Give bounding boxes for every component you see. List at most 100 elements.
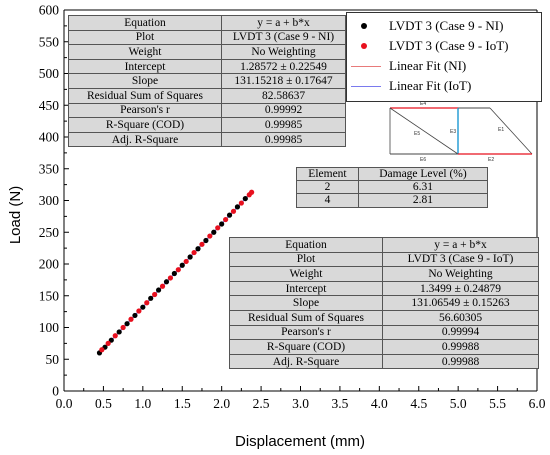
label-e4: E4 [420,101,426,107]
x-tick-label: 6.0 [529,396,546,411]
x-tick-label: 3.5 [331,396,348,411]
fit-iot-label: Adj. R-Square [229,353,383,370]
scatter-point [203,237,209,244]
label-e1: E1 [498,127,504,133]
scatter-point [242,195,248,202]
scatter-point [249,189,255,195]
fit-ni-value: 82.58637 [221,87,346,104]
fit-iot-row: Residual Sum of Squares 56.60305 [229,309,539,326]
scatter-point [140,304,146,310]
fit-iot-row: Intercept 1.3499 ± 0.24879 [229,280,539,297]
damage-header-element: Element [296,166,359,182]
y-axis-title: Load (N) [7,186,24,244]
scatter-point [219,221,225,227]
scatter-point [132,312,138,319]
fit-ni-value: LVDT 3 (Case 9 - NI) [221,29,346,46]
x-tick-label: 3.0 [292,396,309,411]
fit-iot-row: Adj. R-Square 0.99988 [229,353,539,370]
legend-marker-dot [361,23,367,29]
y-tick-label: 100 [39,320,60,335]
y-tick-label: 350 [39,161,60,176]
label-e3: E3 [450,129,456,135]
x-tick-label: 0.5 [95,396,112,411]
damage-element: 2 [296,180,359,195]
scatter-point [179,262,185,268]
scatter-point [195,246,201,252]
scatter-point [159,283,166,289]
fit-iot-value: 0.99994 [382,324,539,341]
fit-ni-label: Pearson's r [68,102,222,119]
legend: LVDT 3 (Case 9 - NI) LVDT 3 (Case 9 - IoT… [346,12,542,102]
scatter-point [136,308,142,314]
fit-iot-value: y = a + b*x [382,237,539,253]
scatter-point [175,267,181,273]
fit-ni-label: Intercept [68,58,222,75]
fit-iot-label: Slope [229,295,383,311]
fit-iot-label: Pearson's r [229,324,383,341]
data-points [96,189,255,356]
scatter-point [99,347,105,353]
x-tick-label: 5.5 [489,396,506,411]
y-tick-label: 250 [39,225,60,240]
y-tick-label: 0 [52,384,59,399]
y-tick-label: 550 [39,34,60,49]
damage-level: 2.81 [357,193,489,208]
damage-level: 6.31 [357,180,489,195]
fit-iot-label: Residual Sum of Squares [229,309,383,326]
fit-iot-row: Weight No Weighting [229,266,539,282]
label-e5: E5 [414,131,420,137]
fit-ni-row: Residual Sum of Squares 82.58637 [68,87,346,104]
x-axis-title: Displacement (mm) [235,433,365,450]
damage-level-table: Element Damage Level (%) 2 6.31 4 2.81 [296,166,489,208]
scatter-point [144,300,150,306]
scatter-point [152,291,158,298]
fit-iot-row: Slope 131.06549 ± 0.15263 [229,295,539,311]
scatter-point [211,229,217,235]
fit-iot-value: 1.3499 ± 0.24879 [382,280,539,297]
fit-statistics-table-ni: Equation y = a + b*x Plot LVDT 3 (Case 9 - … [68,15,346,148]
fit-ni-label: R-Square (COD) [68,117,222,133]
fit-ni-label: Plot [68,29,222,46]
x-tick-label: 4.0 [371,396,388,411]
scatter-point [215,225,221,231]
fit-ni-row: R-Square (COD) 0.99985 [68,117,346,133]
fit-ni-value: 0.99992 [221,102,346,119]
y-tick-label: 600 [39,3,60,18]
scatter-point [163,279,170,285]
truss-schematic: E4 E5 E3 E1 E6 E2 [389,101,533,163]
scatter-point [183,258,189,265]
x-tick-label: 1.0 [134,396,151,411]
fit-ni-row: Equation y = a + b*x [68,15,346,31]
fit-iot-value: LVDT 3 (Case 9 - IoT) [382,251,539,268]
fit-iot-label: Equation [229,237,383,253]
scatter-point [223,216,229,223]
scatter-point [234,204,241,210]
member-diagonal-right [489,107,533,155]
scatter-point [230,208,237,214]
x-tick-label: 4.5 [410,396,427,411]
fit-iot-label: Weight [229,266,383,282]
x-tick-label: 2.5 [253,396,270,411]
fit-ni-value: 131.15218 ± 0.17647 [221,73,346,89]
damage-row: 4 2.81 [296,193,489,208]
scatter-point [171,270,177,277]
fit-ni-label: Residual Sum of Squares [68,87,222,104]
fit-ni-value: 0.99985 [221,117,346,133]
y-tick-label: 500 [39,66,60,81]
scatter-point [105,340,111,346]
fit-iot-row: R-Square (COD) 0.99988 [229,339,539,355]
fit-ni-row: Intercept 1.28572 ± 0.22549 [68,58,346,75]
fit-statistics-table-iot: Equation y = a + b*x Plot LVDT 3 (Case 9 - … [229,237,539,370]
label-e2: E2 [488,157,494,163]
scatter-point [120,324,126,331]
scatter-point [112,333,118,339]
scatter-point [226,212,233,218]
fit-ni-row: Adj. R-Square 0.99985 [68,131,346,148]
legend-label: Linear Fit (IoT) [389,78,472,93]
fit-iot-label: Intercept [229,280,383,297]
member-diagonal-mid [389,107,459,155]
fit-ni-row: Plot LVDT 3 (Case 9 - NI) [68,29,346,46]
tick-labels: 0.0 0.5 1.0 1.5 2.0 2.5 3.0 3.5 4.0 4.5 5.0 5.5 6.0 0… [39,3,546,412]
fit-ni-label: Adj. R-Square [68,131,222,148]
